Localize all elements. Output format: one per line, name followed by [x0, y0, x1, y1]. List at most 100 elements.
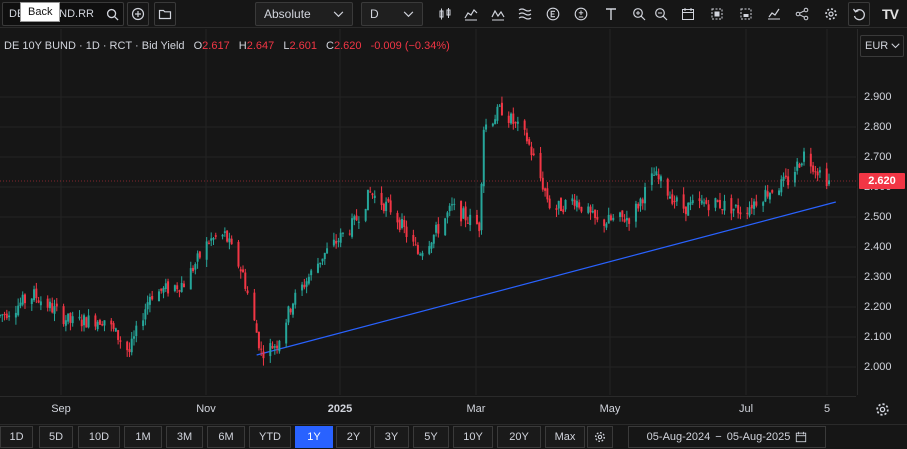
candle	[316, 257, 319, 274]
candle	[144, 303, 147, 326]
candle	[5, 309, 8, 320]
date-to: 05-Aug-2025	[726, 431, 791, 443]
range-button-1d[interactable]: 1D	[0, 426, 33, 448]
candle	[71, 311, 74, 327]
settings-button[interactable]	[820, 2, 842, 26]
interval-dropdown[interactable]: D	[361, 2, 423, 26]
candle	[210, 232, 213, 246]
candle	[33, 285, 36, 302]
price-chart[interactable]	[0, 29, 856, 395]
candle	[485, 118, 488, 133]
lines-button[interactable]	[514, 2, 536, 26]
candle	[307, 273, 310, 286]
range-button-5y[interactable]: 5Y	[413, 426, 449, 448]
alert-button[interactable]	[570, 2, 592, 26]
candle	[278, 339, 281, 354]
screenshot-button[interactable]	[706, 2, 728, 26]
axis-settings-button[interactable]	[868, 398, 896, 420]
add-compare-button[interactable]	[127, 2, 149, 26]
candle	[305, 277, 308, 294]
candle	[619, 211, 622, 222]
range-button-20y[interactable]: 20Y	[497, 426, 541, 448]
currency-dropdown[interactable]: EUR	[860, 35, 904, 57]
indicators-button[interactable]	[460, 2, 482, 26]
candle	[825, 162, 828, 190]
range-button-2y[interactable]: 2Y	[336, 426, 371, 448]
candles-chart-button[interactable]	[434, 2, 456, 26]
candle	[589, 204, 592, 220]
range-button-1m[interactable]: 1M	[124, 426, 162, 448]
range-button-ytd[interactable]: YTD	[249, 426, 291, 448]
trendline[interactable]	[256, 201, 836, 356]
currency-value: EUR	[865, 40, 889, 52]
candle	[257, 331, 260, 351]
time-tick-label: May	[599, 403, 621, 415]
range-button-10d[interactable]: 10D	[78, 426, 120, 448]
candle	[673, 195, 676, 209]
candle	[828, 173, 830, 187]
candle	[401, 213, 404, 230]
candle	[114, 327, 117, 332]
candle	[398, 217, 401, 233]
candle	[87, 309, 90, 329]
candle	[230, 235, 233, 245]
time-axis[interactable]: Sep Nov 2025 Mar May Jul 5	[0, 396, 856, 420]
events-button[interactable]	[542, 2, 564, 26]
candle	[260, 341, 263, 356]
candle	[212, 237, 215, 246]
share-button[interactable]	[791, 2, 813, 26]
candle	[17, 298, 20, 317]
range-button-5d[interactable]: 5D	[39, 426, 73, 448]
back-tooltip: Back	[20, 2, 61, 22]
scale-mode-dropdown[interactable]: Absolute	[255, 2, 353, 26]
candle	[148, 293, 151, 313]
low-value: 2.601	[289, 40, 317, 52]
candle	[507, 111, 510, 128]
zoom-out-button[interactable]	[650, 2, 672, 26]
date-range-field[interactable]: 05-Aug-2024 − 05-Aug-2025	[628, 426, 826, 448]
candle	[666, 177, 669, 200]
candle	[389, 194, 392, 215]
undo-button[interactable]	[848, 2, 870, 26]
range-button-10y[interactable]: 10Y	[453, 426, 493, 448]
price-axis[interactable]: 2.0002.1002.2002.3002.4002.5002.6002.700…	[857, 29, 907, 395]
candle	[634, 200, 637, 228]
candle	[482, 126, 485, 193]
candle	[478, 221, 481, 238]
zoom-in-button[interactable]	[628, 2, 650, 26]
search-icon[interactable]	[104, 2, 120, 26]
studies-button[interactable]	[487, 2, 509, 26]
candle	[323, 252, 326, 265]
text-tool-button[interactable]	[600, 2, 622, 26]
range-button-6m[interactable]: 6M	[207, 426, 245, 448]
candle	[750, 197, 753, 215]
candle	[223, 227, 226, 237]
candle	[64, 315, 67, 332]
candle	[385, 197, 388, 217]
calendar-button[interactable]	[677, 2, 699, 26]
candle	[271, 341, 274, 349]
range-button-max[interactable]: Max	[545, 426, 585, 448]
range-button-3y[interactable]: 3Y	[374, 426, 409, 448]
candle	[353, 214, 356, 226]
range-button-3m[interactable]: 3M	[166, 426, 203, 448]
candle	[242, 265, 245, 273]
candle	[364, 208, 367, 223]
candle	[416, 242, 419, 256]
template-button[interactable]	[735, 2, 757, 26]
candle	[609, 213, 612, 222]
candle	[53, 299, 56, 322]
range-button-1y[interactable]: 1Y	[295, 426, 333, 448]
candle	[301, 281, 304, 296]
open-folder-button[interactable]	[154, 2, 176, 26]
range-selector: 05-Aug-2024 − 05-Aug-2025 1D 5D 10D 1M 3M 6M Y…	[0, 424, 907, 449]
candle	[641, 197, 644, 210]
candle	[737, 198, 740, 219]
candle	[755, 194, 758, 208]
compare-chart-button[interactable]	[763, 2, 785, 26]
candle	[787, 168, 790, 189]
candle	[366, 189, 369, 211]
tradingview-logo: TV	[876, 2, 904, 26]
range-settings-button[interactable]	[587, 426, 613, 448]
